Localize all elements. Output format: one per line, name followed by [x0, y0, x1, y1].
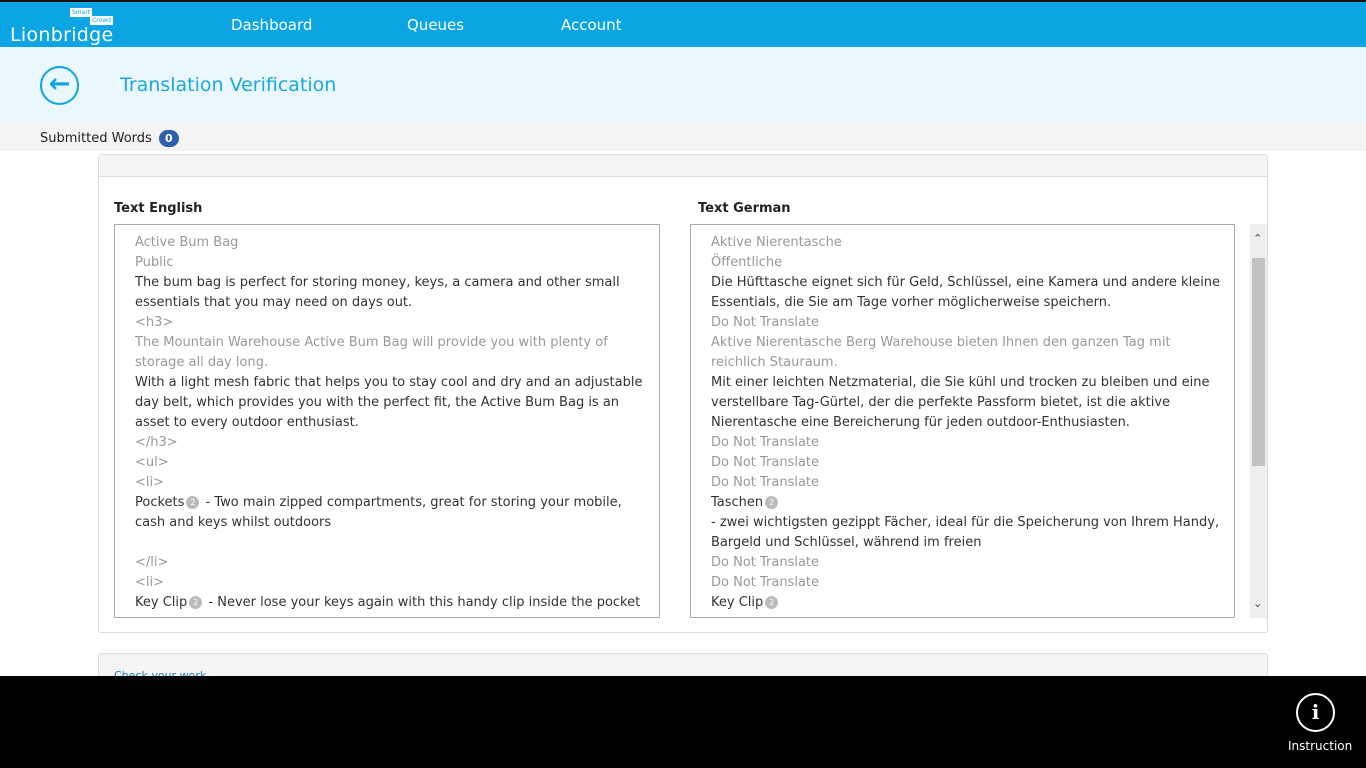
- translation-panel: Text English Text German Active Bum Bag P…: [98, 154, 1268, 633]
- text-segment[interactable]: The bum bag is perfect for storing money…: [135, 273, 653, 313]
- text-segment[interactable]: Die Hüfttasche eignet sich für Geld, Sch…: [711, 273, 1228, 313]
- segment-text: Do Not Translate: [711, 475, 820, 490]
- segment-badge: 2: [186, 496, 200, 509]
- text-segment[interactable]: Do Not Translate: [711, 433, 1228, 453]
- segment-text: Do Not Translate: [711, 455, 820, 470]
- segment-text: </h3>: [135, 435, 178, 450]
- page-header: ← Translation Verification: [0, 47, 1366, 122]
- segment-text: Key Clip: [711, 595, 764, 610]
- text-segment[interactable]: Do Not Translate: [711, 553, 1228, 573]
- text-segment[interactable]: With a light mesh fabric that helps you …: [135, 373, 653, 433]
- text-segment[interactable]: [135, 533, 653, 553]
- text-segment[interactable]: <li>: [135, 573, 653, 593]
- text-segment[interactable]: Mit einer leichten Netzmaterial, die Sie…: [711, 373, 1228, 433]
- text-segment[interactable]: Do Not Translate: [711, 453, 1228, 473]
- segment-text: Die Hüfttasche eignet sich für Geld, Sch…: [711, 275, 1221, 310]
- segment-text: Public: [135, 255, 174, 270]
- segment-text: The Mountain Warehouse Active Bum Bag wi…: [135, 335, 608, 370]
- segment-text: Aktive Nierentasche Berg Warehouse biete…: [711, 335, 1171, 370]
- segment-text: Aktive Nierentasche: [711, 235, 842, 250]
- segment-text: Do Not Translate: [711, 435, 820, 450]
- logo-text: Lionbridge: [10, 24, 114, 46]
- segment-text: <ul>: [135, 455, 169, 470]
- text-segment[interactable]: Taschen 2: [711, 493, 1228, 513]
- segment-text: Do Not Translate: [711, 315, 820, 330]
- text-segment[interactable]: Aktive Nierentasche Berg Warehouse biete…: [711, 333, 1228, 373]
- segment-text: <li>: [135, 575, 165, 590]
- text-segment[interactable]: Active Bum Bag: [135, 233, 653, 253]
- submitted-words-count: 0: [158, 130, 179, 147]
- nav-account[interactable]: Account: [561, 16, 622, 34]
- segment-text: - zwei wichtigsten gezippt Fächer, ideal…: [711, 515, 1220, 550]
- text-segment[interactable]: Pockets 2 - Two main zipped compartments,…: [135, 493, 653, 533]
- segment-badge: 2: [765, 496, 779, 509]
- text-segment[interactable]: Aktive Nierentasche: [711, 233, 1228, 253]
- target-text-box[interactable]: Aktive Nierentasche Öffentliche Die Hüftta…: [690, 224, 1235, 618]
- segment-badge: 2: [189, 596, 203, 609]
- segment-text: - Two main zipped compartments, great fo…: [135, 495, 622, 530]
- text-segment[interactable]: <h3>: [135, 313, 653, 333]
- footer-bar: i Instruction: [0, 676, 1366, 768]
- segment-text: </li>: [135, 555, 169, 570]
- nav-dashboard[interactable]: Dashboard: [231, 16, 313, 34]
- text-segment[interactable]: Öffentliche: [711, 253, 1228, 273]
- scrollbar[interactable]: ⌃ ⌄: [1250, 224, 1267, 618]
- text-segment[interactable]: </li>: [135, 553, 653, 573]
- logo-badge: Smart: [70, 8, 93, 17]
- text-segment[interactable]: <li>: [135, 473, 653, 493]
- text-segment[interactable]: The Mountain Warehouse Active Bum Bag wi…: [135, 333, 653, 373]
- submitted-words: Submitted Words 0: [0, 122, 1366, 151]
- text-segment[interactable]: Key Clip 2 - Never lose your keys again w…: [135, 593, 653, 613]
- text-segment[interactable]: Do Not Translate: [711, 313, 1228, 333]
- submitted-words-label: Submitted Words: [40, 131, 152, 146]
- target-label: Text German: [698, 201, 791, 216]
- segment-badge: 2: [765, 596, 779, 609]
- segment-text: Key Clip: [135, 595, 188, 610]
- text-segment[interactable]: - zwei wichtigsten gezippt Fächer, ideal…: [711, 513, 1228, 553]
- nav-queues[interactable]: Queues: [407, 16, 465, 34]
- segment-text: Taschen: [711, 495, 764, 510]
- segment-text: Mit einer leichten Netzmaterial, die Sie…: [711, 375, 1210, 430]
- segment-text: <h3>: [135, 315, 174, 330]
- segment-text: The bum bag is perfect for storing money…: [135, 275, 620, 310]
- chevron-up-icon[interactable]: ⌃: [1253, 232, 1263, 245]
- page-title: Translation Verification: [120, 74, 337, 96]
- text-segment[interactable]: </h3>: [135, 433, 653, 453]
- text-segment[interactable]: Key Clip 2: [711, 593, 1228, 613]
- segment-text: Active Bum Bag: [135, 235, 239, 250]
- segment-text: Do Not Translate: [711, 555, 820, 570]
- back-arrow-icon[interactable]: ←: [40, 66, 79, 105]
- info-icon[interactable]: i: [1296, 693, 1335, 732]
- chevron-down-icon[interactable]: ⌄: [1253, 597, 1263, 610]
- text-segment[interactable]: Public: [135, 253, 653, 273]
- source-label: Text English: [114, 201, 203, 216]
- segment-text: - Never lose your keys again with this h…: [204, 595, 641, 610]
- segment-text: With a light mesh fabric that helps you …: [135, 375, 643, 430]
- instruction-label[interactable]: Instruction: [1288, 739, 1353, 753]
- panel-header: [99, 155, 1267, 177]
- text-segment[interactable]: <ul>: [135, 453, 653, 473]
- logo-badge: Crowd: [90, 16, 113, 25]
- lionbridge-logo[interactable]: Smart Crowd Lionbridge: [10, 6, 120, 46]
- source-text-box[interactable]: Active Bum Bag Public The bum bag is perfe…: [114, 224, 660, 618]
- text-segment[interactable]: Do Not Translate: [711, 573, 1228, 593]
- segment-text: Do Not Translate: [711, 575, 820, 590]
- top-nav-bar: Smart Crowd Lionbridge Dashboard Queues …: [0, 0, 1366, 47]
- scrollbar-thumb[interactable]: [1252, 258, 1265, 466]
- segment-text: Öffentliche: [711, 255, 783, 270]
- segment-text: Pockets: [135, 495, 185, 510]
- segment-text: <li>: [135, 475, 165, 490]
- text-segment[interactable]: Do Not Translate: [711, 473, 1228, 493]
